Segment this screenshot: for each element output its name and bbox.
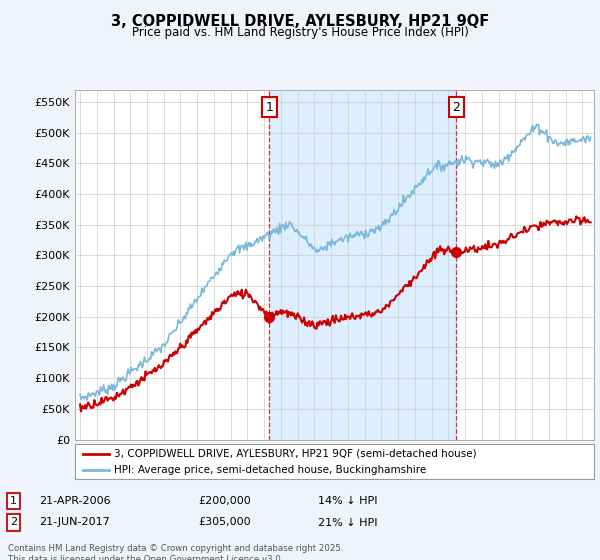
Text: HPI: Average price, semi-detached house, Buckinghamshire: HPI: Average price, semi-detached house,…	[114, 465, 426, 475]
Text: Contains HM Land Registry data © Crown copyright and database right 2025.
This d: Contains HM Land Registry data © Crown c…	[8, 544, 343, 560]
Text: 2: 2	[452, 101, 460, 114]
Text: 3, COPPIDWELL DRIVE, AYLESBURY, HP21 9QF: 3, COPPIDWELL DRIVE, AYLESBURY, HP21 9QF	[111, 14, 489, 29]
Text: 1: 1	[265, 101, 274, 114]
Text: £305,000: £305,000	[198, 517, 251, 528]
Text: 14% ↓ HPI: 14% ↓ HPI	[318, 496, 377, 506]
Text: 1: 1	[10, 496, 17, 506]
Text: 2: 2	[10, 517, 17, 528]
Text: Price paid vs. HM Land Registry's House Price Index (HPI): Price paid vs. HM Land Registry's House …	[131, 26, 469, 39]
Text: 21-APR-2006: 21-APR-2006	[39, 496, 110, 506]
Text: 21-JUN-2017: 21-JUN-2017	[39, 517, 110, 528]
Text: 3, COPPIDWELL DRIVE, AYLESBURY, HP21 9QF (semi-detached house): 3, COPPIDWELL DRIVE, AYLESBURY, HP21 9QF…	[114, 449, 476, 459]
Text: 21% ↓ HPI: 21% ↓ HPI	[318, 517, 377, 528]
Bar	[269, 90, 456, 440]
Text: £200,000: £200,000	[198, 496, 251, 506]
